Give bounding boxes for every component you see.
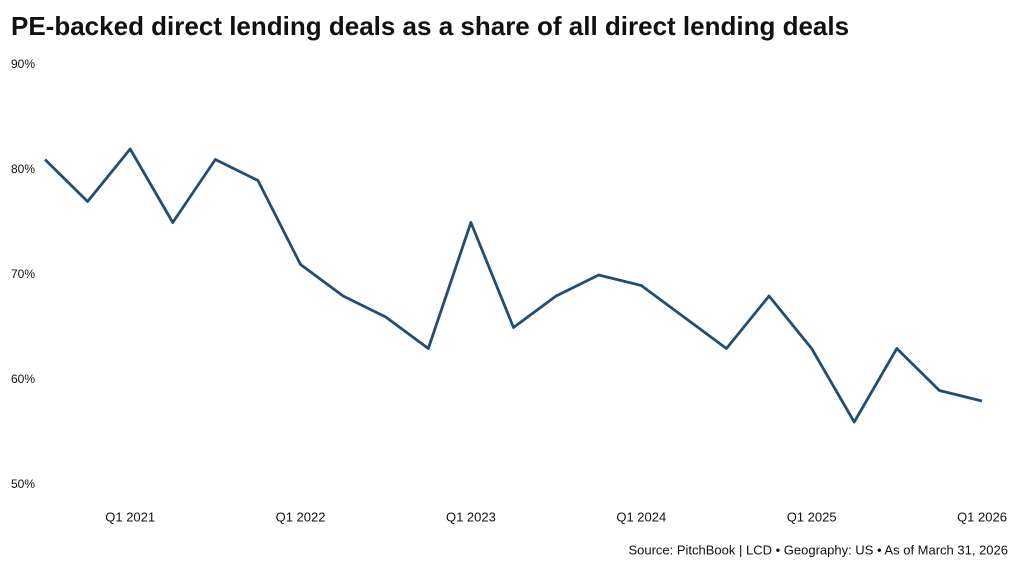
chart-title: PE-backed direct lending deals as a shar… [11,11,849,41]
y-tick-label: 50% [11,477,35,491]
x-tick-label: Q1 2026 [957,509,1007,524]
y-tick-label: 90% [11,57,35,71]
x-tick-label: Q1 2025 [787,509,837,524]
x-tick-label: Q1 2022 [276,509,326,524]
y-tick-label: 80% [11,162,35,176]
x-tick-label: Q1 2024 [616,509,666,524]
source-note: Source: PitchBook | LCD • Geography: US … [628,542,1008,557]
x-tick-label: Q1 2023 [446,509,496,524]
data-line [44,147,983,424]
x-tick-label: Q1 2021 [105,509,155,524]
y-tick-label: 60% [11,372,35,386]
y-tick-label: 70% [11,267,35,281]
